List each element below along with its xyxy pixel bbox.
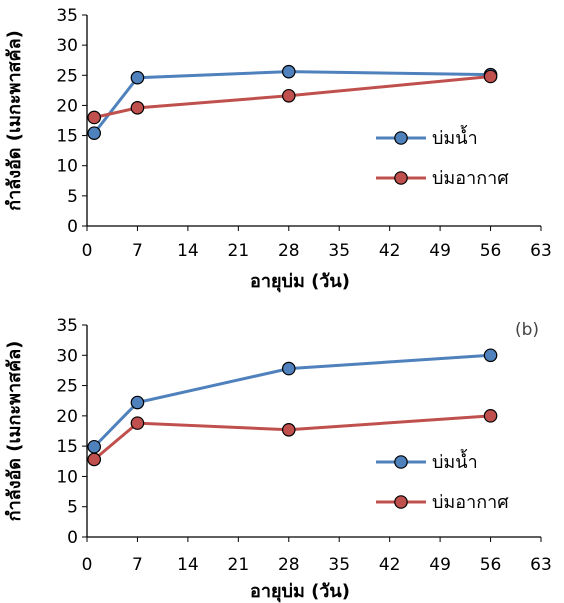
y-tick-label: 10 [56,157,78,177]
legend-label: บ่มอากาศ [432,168,509,189]
legend-entry: บ่มอากาศ [376,492,509,513]
data-point [483,69,498,84]
y-tick-label: 15 [56,127,78,147]
legend-entry: บ่มอากาศ [376,168,509,189]
data-point [130,101,145,115]
y-axis-title: กำลังอัด (เมกะพาสคัล) [4,341,25,522]
data-point [483,409,498,423]
x-tick-label: 35 [328,241,350,261]
y-tick-label: 15 [56,437,78,457]
x-tick-label: 0 [82,555,93,575]
x-tick-label: 28 [278,241,300,261]
data-point [87,126,102,140]
y-tick-label: 20 [56,407,78,427]
x-tick-label: 49 [429,241,451,261]
data-point [130,395,145,410]
legend-entry: บ่มน้ำ [376,125,478,149]
chart-panel-1: 0 5 10 15 20 25 30 35 0 7 14 21 28 35 42 49 56 63 อายุบ่ม … [4,6,552,293]
x-tick-label: 21 [228,555,250,575]
legend-label: บ่มอากาศ [432,492,509,513]
y-tick-label: 35 [56,316,78,336]
series-air-cured [87,409,498,467]
series-air-cured [87,69,498,125]
data-point [130,416,145,430]
x-tick-label: 7 [132,241,143,261]
x-axis-title: อายุบ่ม (วัน) [250,581,350,603]
data-point [281,88,296,103]
legend-marker [394,131,408,145]
x-tick-label: 35 [328,555,350,575]
y-tick-label: 20 [56,96,78,116]
x-tick-label: 21 [228,241,250,261]
data-point [87,452,102,467]
panel-label: (b) [515,320,539,340]
x-tick-label: 7 [132,555,143,575]
legend-marker [394,171,408,185]
y-tick-label: 30 [56,346,78,366]
x-tick-label: 49 [429,555,451,575]
y-tick-label: 30 [56,36,78,56]
chart-panel-2: 0 5 10 15 20 25 30 35 0 7 14 21 28 35 42 49 56 63 อายุบ่ม … [4,316,552,603]
data-point [87,110,102,125]
data-point [483,348,498,363]
x-tick-label: 28 [278,555,300,575]
series-line [93,74,491,119]
x-tick-label: 0 [82,241,93,261]
data-point [130,70,145,85]
data-point [281,64,296,79]
y-tick-label: 5 [67,498,78,518]
x-tick-label: 14 [177,241,199,261]
x-tick-label: 42 [379,241,401,261]
data-point [281,422,296,437]
x-tick-label: 14 [177,555,199,575]
y-tick-label: 35 [56,6,78,26]
y-tick-label: 5 [67,187,78,207]
x-tick-label: 42 [379,555,401,575]
legend-marker [394,495,408,509]
y-tick-label: 10 [56,467,78,487]
x-tick-label: 56 [480,555,502,575]
x-tick-label: 63 [530,555,552,575]
y-tick-label: 0 [67,528,78,548]
y-tick-label: 25 [56,66,78,86]
x-tick-label: 56 [480,241,502,261]
legend-label: บ่มน้ำ [432,125,478,149]
legend-label: บ่มน้ำ [432,449,478,473]
series-line [93,70,491,135]
y-tick-label: 0 [67,217,78,237]
x-axis-title: อายุบ่ม (วัน) [250,271,350,293]
legend-marker [394,455,408,469]
series-line [93,414,491,461]
legend-entry: บ่มน้ำ [376,449,478,473]
y-axis-title: กำลังอัด (เมกะพาสคัล) [4,30,25,211]
y-tick-label: 25 [56,377,78,397]
data-point [281,361,296,376]
x-tick-label: 63 [530,241,552,261]
series-line [93,353,491,448]
data-point [87,439,102,454]
series-water-cured [87,348,498,454]
